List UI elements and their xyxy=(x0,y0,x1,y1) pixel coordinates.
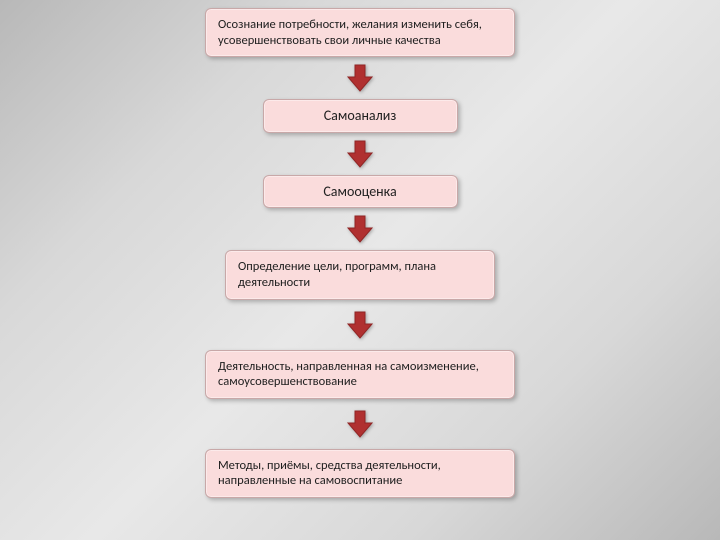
flow-node-awareness: Осознание потребности, желания изменить … xyxy=(205,8,515,57)
flow-node-activity: Деятельность, направленная на самоизмене… xyxy=(205,350,515,399)
arrow-down-icon xyxy=(346,310,374,340)
arrow-down-icon xyxy=(346,139,374,169)
arrow-down-icon xyxy=(346,409,374,439)
flow-node-methods: Методы, приёмы, средства деятельности, н… xyxy=(205,449,515,498)
flow-node-text: Методы, приёмы, средства деятельности, н… xyxy=(218,458,441,489)
arrow-down-icon xyxy=(346,63,374,93)
flow-node-text: Осознание потребности, желания изменить … xyxy=(218,17,482,48)
flow-node-goal-definition: Определение цели, программ, плана деятел… xyxy=(225,250,495,299)
flow-node-self-assessment: Самооценка xyxy=(263,175,458,209)
flow-node-text: Определение цели, программ, плана деятел… xyxy=(238,259,436,290)
flow-node-text: Самоанализ xyxy=(324,107,397,124)
flow-node-self-analysis: Самоанализ xyxy=(263,99,458,133)
flow-node-text: Деятельность, направленная на самоизмене… xyxy=(218,359,479,390)
flow-node-text: Самооценка xyxy=(323,183,396,200)
arrow-down-icon xyxy=(346,214,374,244)
